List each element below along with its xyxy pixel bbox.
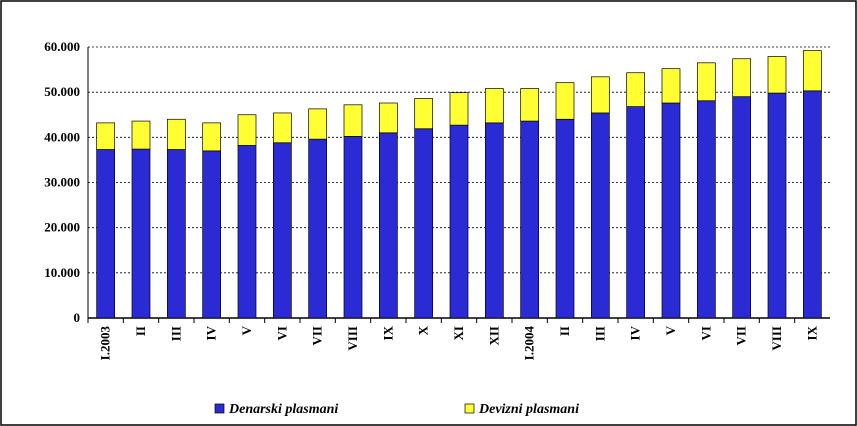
- legend-swatch: [464, 403, 475, 414]
- x-tick-label: IV: [204, 325, 219, 340]
- bar-segment: [96, 122, 116, 150]
- bar-segment: [449, 92, 469, 126]
- bar-segment: [520, 120, 540, 319]
- x-tick-label: V: [239, 325, 254, 335]
- x-tick-label: II: [557, 326, 572, 336]
- y-tick-label: 30.000: [44, 175, 80, 190]
- bar-segment: [131, 120, 151, 150]
- x-tick-label: I.2003: [98, 326, 113, 361]
- bar-segment: [202, 122, 222, 152]
- bar-segment: [661, 68, 681, 104]
- bar-segment: [202, 150, 222, 319]
- x-tick-label: I.2004: [522, 326, 537, 361]
- x-tick-label: VII: [734, 326, 749, 346]
- bar-segment: [414, 128, 434, 319]
- x-tick-label: XI: [451, 326, 466, 340]
- bar-segment: [590, 76, 610, 114]
- bar-segment: [237, 145, 257, 319]
- x-tick-label: VII: [310, 326, 325, 346]
- bar-segment: [767, 56, 787, 94]
- bar-segment: [732, 96, 752, 319]
- x-tick-label: III: [592, 326, 607, 341]
- bar-segment: [696, 100, 716, 319]
- legend-swatch: [214, 403, 225, 414]
- bar-segment: [767, 92, 787, 319]
- y-tick-label: 0: [74, 310, 81, 325]
- bar-segment: [414, 98, 434, 130]
- bar-segment: [484, 88, 504, 124]
- bar-segment: [696, 62, 716, 102]
- legend-label: Denarski plasmani: [228, 402, 338, 417]
- x-tick-label: IX: [380, 325, 395, 340]
- y-tick-label: 10.000: [44, 265, 80, 280]
- x-tick-label: VIII: [345, 326, 360, 351]
- bar-segment: [520, 88, 540, 122]
- y-tick-label: 40.000: [44, 129, 80, 144]
- x-tick-label: XII: [486, 326, 501, 346]
- x-tick-label: II: [133, 326, 148, 336]
- bar-segment: [96, 149, 116, 319]
- bar-segment: [378, 132, 398, 319]
- bar-segment: [237, 114, 257, 146]
- x-tick-label: IV: [628, 325, 643, 340]
- x-tick-label: VI: [274, 326, 289, 340]
- bar-segment: [343, 104, 363, 137]
- bar-segment: [343, 136, 363, 319]
- bar-segment: [555, 82, 575, 120]
- bar-segment: [131, 148, 151, 319]
- bar-segment: [166, 149, 186, 319]
- bar-segment: [802, 90, 822, 319]
- x-tick-label: VIII: [769, 326, 784, 351]
- bar-segment: [661, 102, 681, 319]
- legend-label: Devizni plasmani: [478, 402, 579, 417]
- bar-segment: [308, 108, 328, 140]
- bar-segment: [272, 112, 292, 144]
- y-tick-label: 50.000: [44, 84, 80, 99]
- bar-segment: [308, 138, 328, 319]
- bar-segment: [484, 122, 504, 319]
- y-tick-label: 60.000: [44, 39, 80, 54]
- x-tick-label: III: [168, 326, 183, 341]
- x-tick-label: VI: [698, 326, 713, 340]
- x-tick-label: IX: [804, 325, 819, 340]
- x-tick-label: V: [663, 325, 678, 335]
- bar-segment: [626, 106, 646, 319]
- bar-segment: [272, 142, 292, 319]
- bar-segment: [555, 118, 575, 319]
- bar-segment: [166, 118, 186, 150]
- y-tick-label: 20.000: [44, 220, 80, 235]
- bar-segment: [449, 124, 469, 319]
- bar-segment: [732, 58, 752, 98]
- bar-segment: [590, 112, 610, 319]
- x-tick-label: X: [416, 325, 431, 335]
- bar-segment: [802, 50, 822, 92]
- bar-segment: [378, 102, 398, 134]
- bar-segment: [626, 72, 646, 107]
